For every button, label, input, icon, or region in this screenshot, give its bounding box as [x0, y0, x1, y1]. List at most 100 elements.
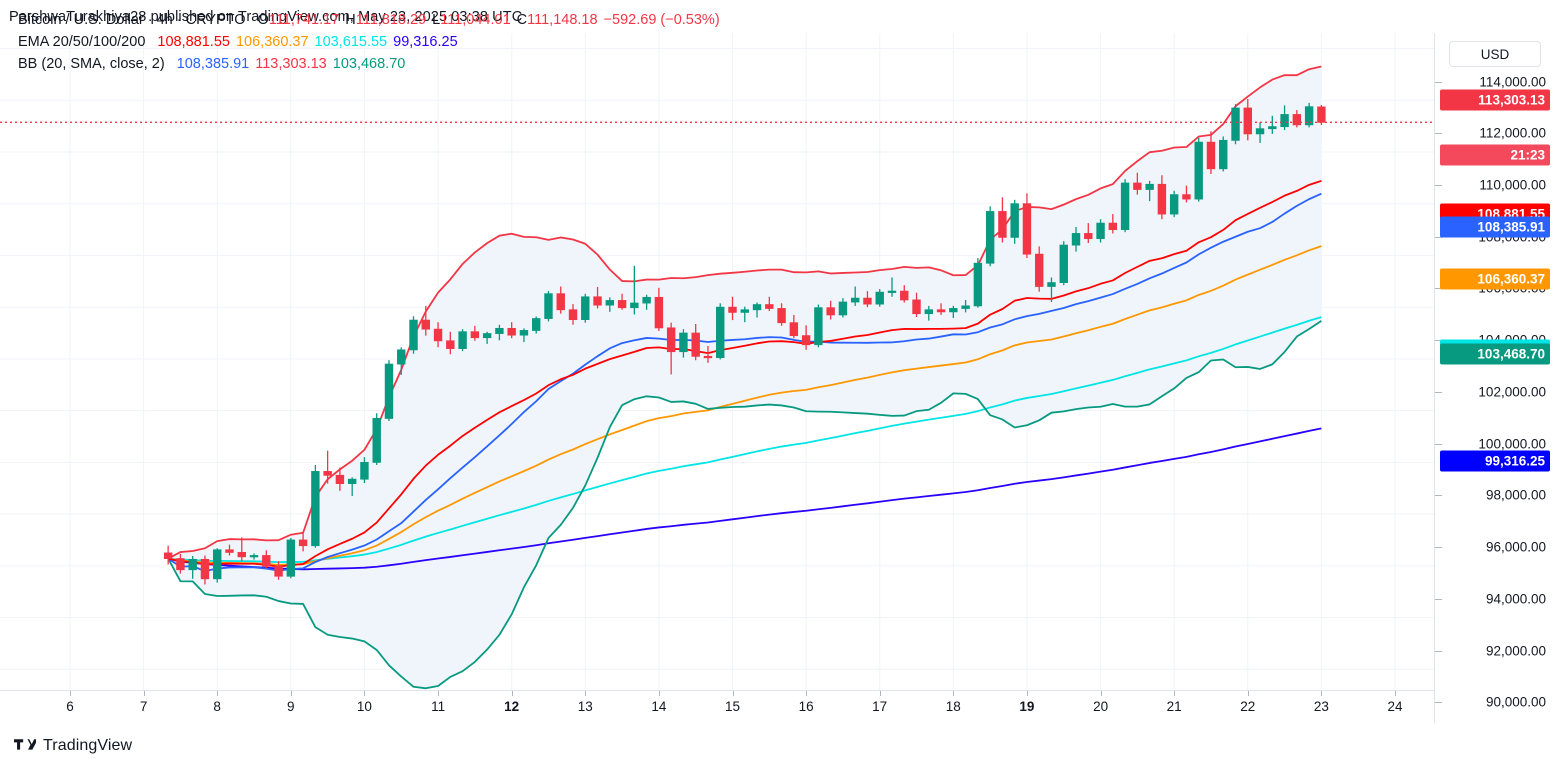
candle-body [777, 308, 786, 324]
price-axis-tick-label: 102,000.00 [1478, 384, 1546, 400]
candle-body [176, 558, 185, 571]
candle-body [1035, 253, 1044, 287]
candle-body [482, 333, 492, 339]
ema20-line [167, 180, 1322, 568]
candle-body [397, 349, 406, 365]
brand-name: TradingView [43, 737, 133, 754]
price-axis-tick-label: 94,000.00 [1485, 591, 1546, 607]
time-axis-tick-label: 23 [1313, 699, 1329, 714]
candle-body [605, 300, 615, 306]
time-axis-tick-label: 21 [1166, 699, 1182, 714]
candle-body [765, 304, 774, 309]
ema50-badge: 106,360.37 [1440, 268, 1550, 290]
candle-body [384, 363, 394, 419]
candle-body [936, 309, 946, 313]
candle-body [1120, 182, 1130, 230]
candle-body [924, 309, 933, 315]
candle-body [532, 318, 541, 331]
price-axis-tick-mark [1435, 81, 1442, 83]
time-axis-tick-label: 15 [724, 699, 741, 714]
candle-body [679, 332, 688, 353]
price-axis-tick-mark [1435, 495, 1442, 497]
time-axis-tick-label: 12 [504, 699, 520, 714]
candle-body [163, 552, 173, 559]
candle-body [249, 555, 259, 558]
candle-body [900, 290, 909, 301]
candle-body [409, 319, 418, 351]
time-axis[interactable]: 6 7 8 9 10 11 12 13 14 15 16 17 18 19 20 21 22 23 24 [0, 690, 1434, 724]
candle-body [593, 296, 602, 306]
candle-body [1304, 106, 1314, 126]
price-axis[interactable]: USD 114,000.00112,000.00110,000.00108,00… [1434, 33, 1553, 723]
bollinger-band-fill [168, 66, 1322, 689]
candle-body [225, 549, 234, 553]
candle-body [274, 565, 283, 577]
time-axis-tick-mark [953, 691, 955, 696]
chart-plot-area[interactable] [0, 33, 1434, 690]
candle-body [850, 297, 860, 303]
time-axis-tick-mark [511, 691, 513, 696]
legend-change: −592.69 (−0.53%) [603, 12, 720, 28]
candle-body [556, 293, 565, 311]
candle-body [298, 539, 308, 547]
time-axis-tick-mark [143, 691, 145, 696]
time-axis-tick-label: 14 [651, 699, 667, 714]
candle-body [1268, 126, 1277, 130]
time-axis-tick-mark [1100, 691, 1102, 696]
candle-body [470, 331, 480, 339]
bb-upper-badge: 113,303.13 [1440, 89, 1550, 110]
candle-series [163, 98, 1326, 585]
time-axis-tick-label: 13 [577, 699, 593, 714]
price-axis-tick-label: 96,000.00 [1485, 539, 1546, 555]
candle-body [1255, 128, 1265, 135]
time-axis-tick-mark [217, 691, 219, 696]
price-axis-tick-label: 112,000.00 [1479, 125, 1546, 141]
time-axis-tick-mark [806, 691, 808, 696]
candle-body [213, 549, 222, 580]
candle-body [519, 330, 529, 336]
price-axis-tick-mark [1435, 185, 1442, 186]
time-axis-tick-mark [364, 691, 366, 696]
ema200-line [167, 427, 1322, 571]
candle-body [1071, 233, 1081, 246]
candle-body [544, 293, 553, 319]
candle-body [752, 304, 762, 311]
time-axis-tick-label: 9 [287, 699, 295, 714]
price-axis-tick-mark [1435, 236, 1442, 238]
price-axis-tick-mark [1435, 391, 1442, 393]
price-axis-tick-label: 98,000.00 [1485, 487, 1546, 503]
bollinger-basis-line [167, 192, 1322, 573]
bollinger-upper-line [167, 65, 1322, 560]
candle-body [998, 211, 1007, 238]
candle-body [1047, 282, 1056, 287]
candle-body [887, 290, 897, 293]
candle-body [1231, 107, 1240, 141]
candle-body [1317, 106, 1326, 123]
candle-body [912, 299, 921, 315]
price-axis-tick-mark [1435, 547, 1442, 549]
time-axis-tick-mark [290, 691, 292, 696]
candle-body [789, 322, 799, 337]
candle-body [458, 331, 467, 349]
candle-body [716, 306, 725, 359]
time-axis-tick-mark [1395, 691, 1396, 696]
time-axis-tick-mark [1174, 691, 1176, 696]
candle-body [1182, 194, 1191, 200]
time-axis-tick-label: 8 [213, 699, 221, 714]
candle-body [188, 558, 197, 571]
time-axis-tick-label: 20 [1093, 699, 1109, 714]
price-axis-tick-mark [1435, 133, 1442, 135]
candle-body [1022, 203, 1032, 255]
time-axis-tick-label: 18 [945, 699, 961, 714]
publisher-attribution: ParshwaTurakhiya28 published on TradingV… [9, 9, 523, 25]
time-axis-tick-label: 11 [431, 699, 446, 714]
bb-lower-badge: 103,468.70 [1440, 343, 1550, 365]
candle-body [875, 291, 884, 305]
candle-body [642, 296, 651, 304]
currency-unit-chip[interactable]: USD [1449, 41, 1541, 67]
time-axis-tick-mark [70, 691, 71, 696]
candle-body [200, 558, 210, 580]
tradingview-logo-icon [14, 739, 36, 753]
candle-body [581, 296, 590, 320]
candle-body [961, 305, 970, 309]
